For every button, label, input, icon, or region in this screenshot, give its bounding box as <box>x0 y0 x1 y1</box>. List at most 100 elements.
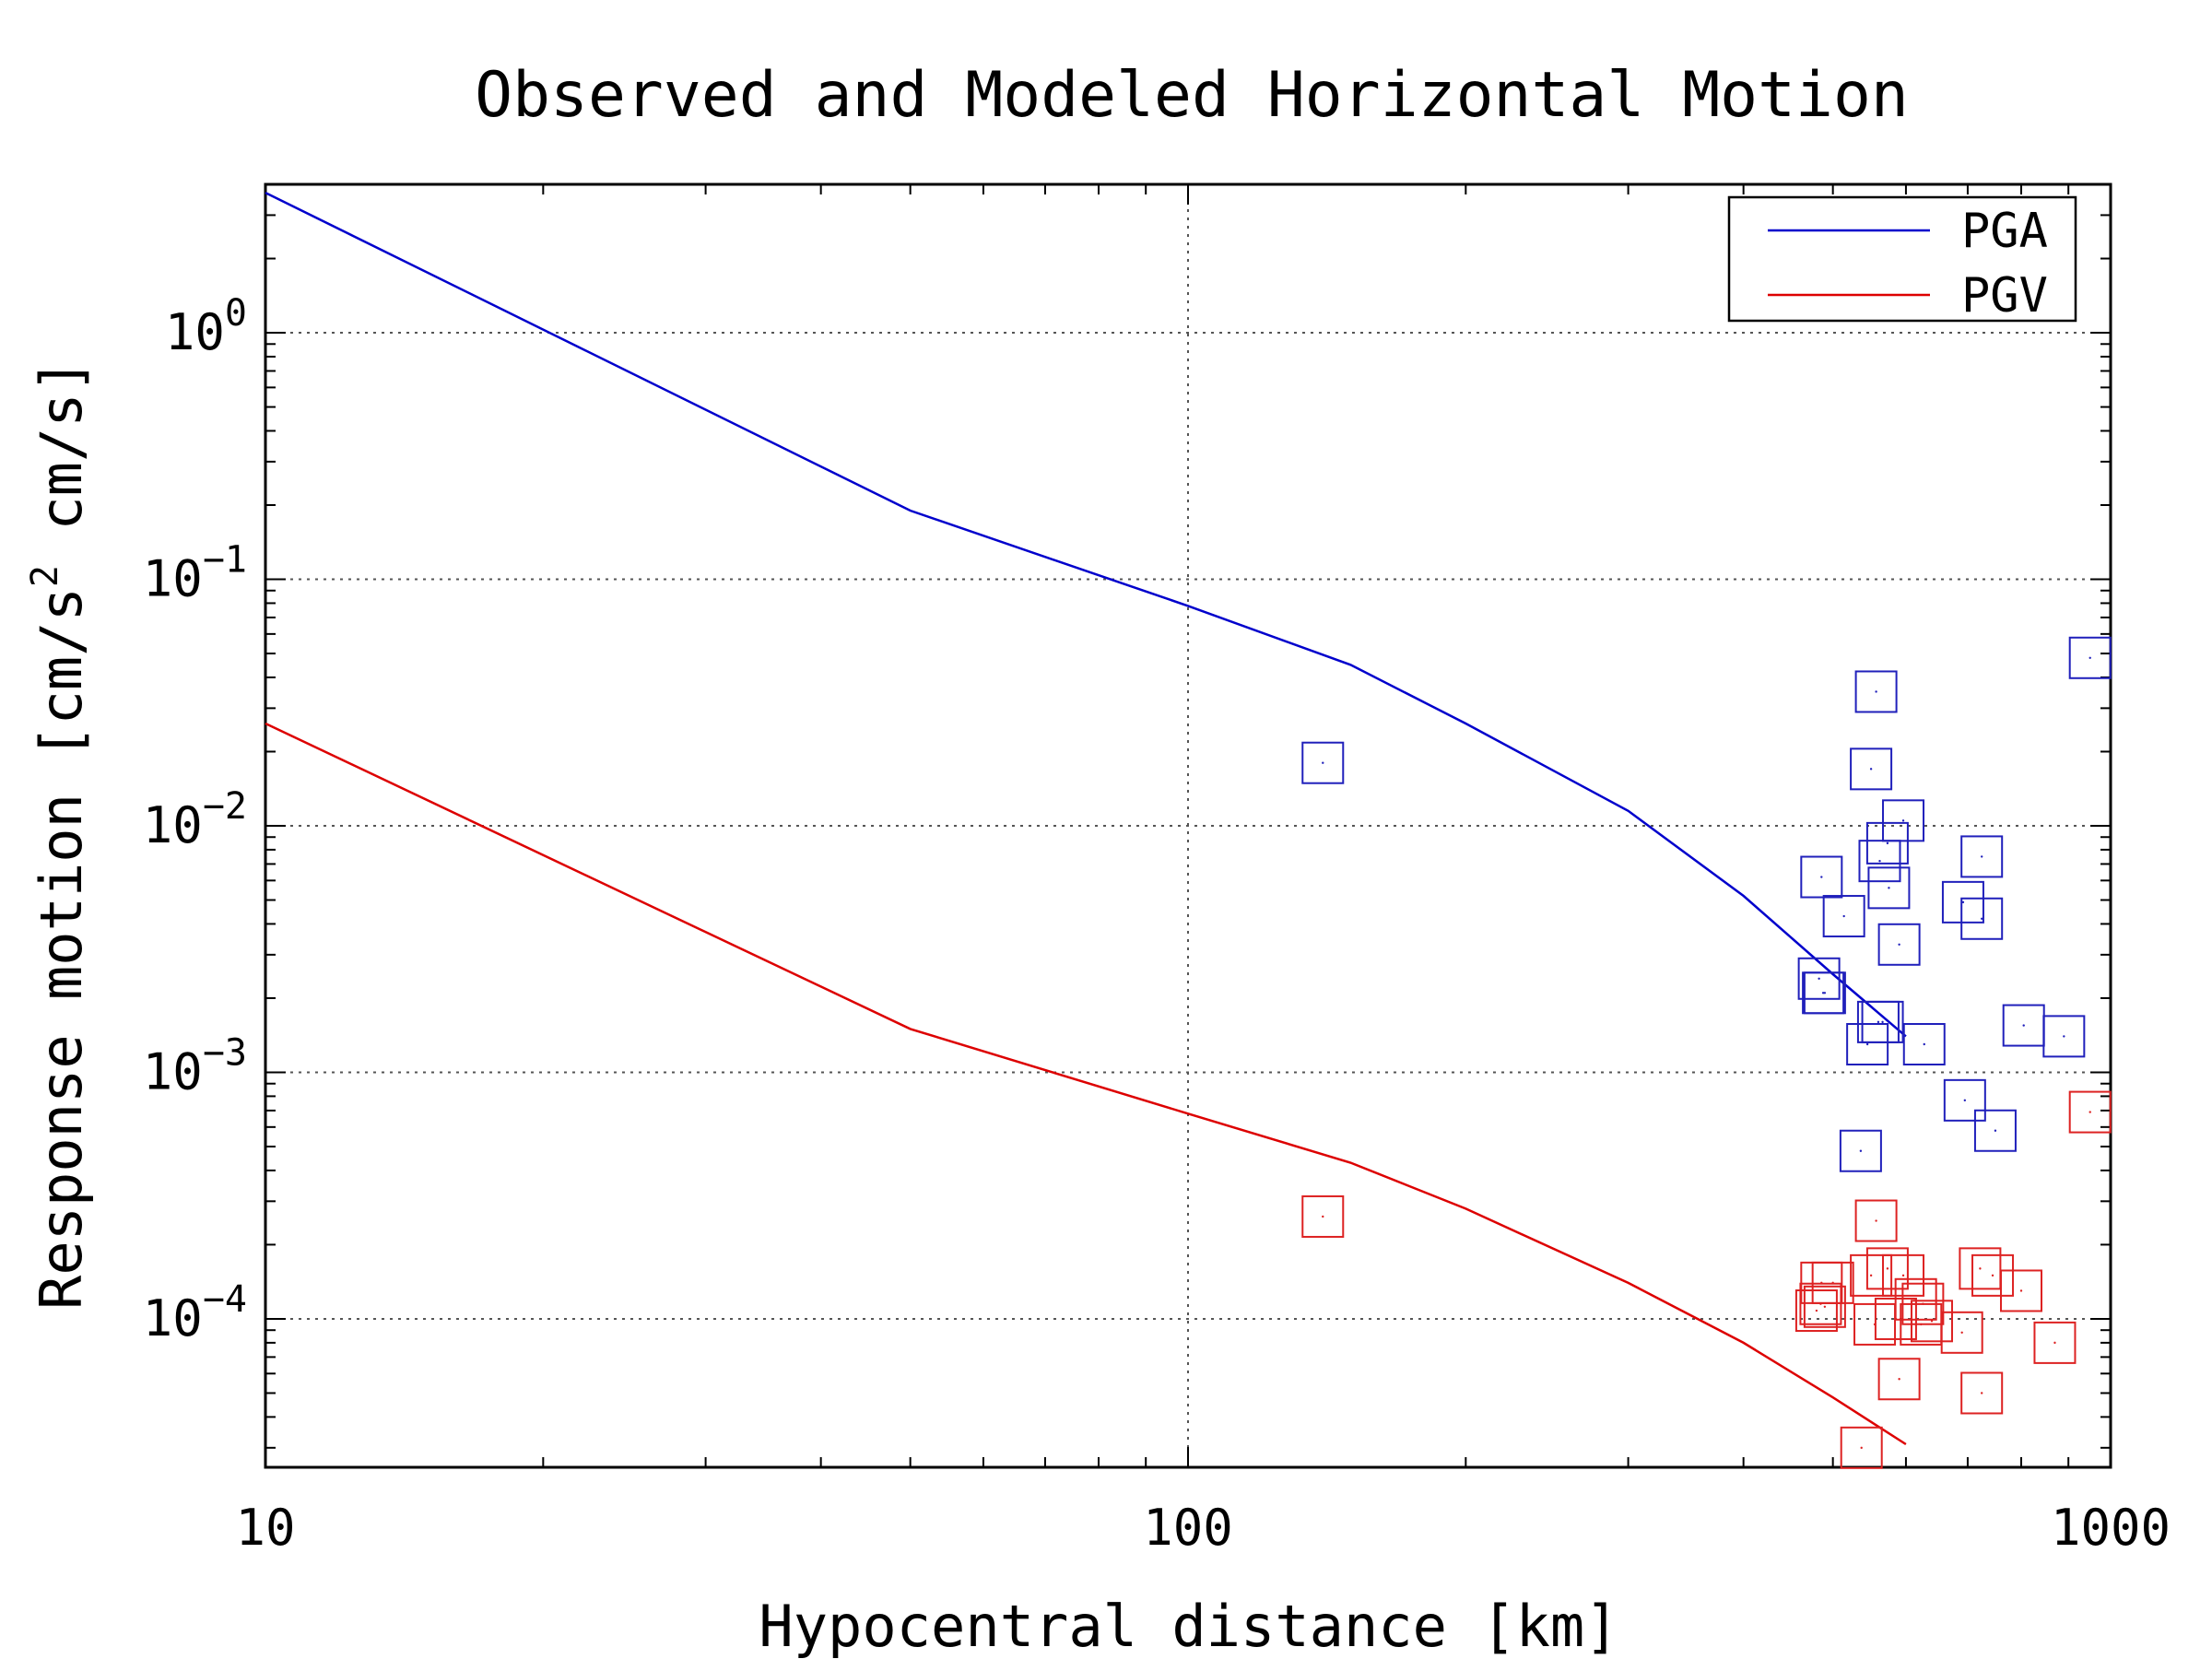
observed-marker-pgv <box>1794 1289 1838 1333</box>
observed-marker-pga <box>1858 840 1901 883</box>
observed-point-pgv <box>1979 1267 1982 1270</box>
observed-marker-pgv <box>1799 1282 1842 1325</box>
observed-point-pga <box>1881 1020 1884 1024</box>
y-tick-label: 10−3 <box>143 1031 247 1100</box>
observed-point-pga <box>1875 690 1877 693</box>
y-tick-labels: 100 10−1 10−2 10−3 10−4 <box>143 292 247 1347</box>
y-tick-label: 10−2 <box>143 785 247 854</box>
observed-point-pga <box>1901 819 1905 822</box>
observed-point-pga <box>1821 992 1825 994</box>
observed-point-pga <box>2063 1035 2065 1038</box>
observed-point-pgv <box>1860 1446 1863 1450</box>
y-tick-label: 100 <box>165 292 247 361</box>
observed-marker-pgv <box>1301 1194 1345 1238</box>
observed-point-pga <box>1865 1042 1869 1046</box>
chart-title: Observed and Modeled Horizontal Motion <box>475 59 1909 132</box>
observed-point-pga <box>1886 841 1889 845</box>
observed-point-pga <box>1823 992 1827 994</box>
observed-point-pga <box>1923 1042 1925 1046</box>
observed-point-pgv <box>2088 1111 2091 1113</box>
observed-point-pga <box>1888 887 1890 889</box>
observed-point-pga <box>1961 900 1965 904</box>
observed-point-pgv <box>1322 1215 1324 1218</box>
observed-point-pga <box>1820 876 1823 878</box>
observed-point-pgv <box>1930 1320 1934 1323</box>
x-axis-label: Hypocentral distance [km] <box>759 1593 1618 1659</box>
observed-marker-pgv <box>1854 1199 1898 1242</box>
observed-point-pga <box>1994 1129 1997 1132</box>
observed-marker-pga <box>1839 1129 1882 1172</box>
y-tick-label: 10−4 <box>143 1278 247 1347</box>
x-tick-label: 100 <box>1143 1499 1233 1557</box>
y-axis-label: Response motion [cm/s2 cm/s] <box>24 359 95 1310</box>
x-tick-label: 1000 <box>2051 1499 2171 1557</box>
observed-point-pga <box>2088 656 2091 659</box>
observed-point-pgv <box>1980 1392 1983 1394</box>
observed-marker-pgv <box>2068 1090 2112 1134</box>
x-tick-labels: 10 100 1000 <box>235 1499 2171 1557</box>
observed-point-pgv <box>1823 1305 1827 1308</box>
observed-marker-pga <box>1803 971 1846 1015</box>
grid <box>265 184 2111 1467</box>
observed-point-pgv <box>1815 1309 1818 1312</box>
observed-point-pga <box>1898 943 1900 946</box>
observed-marker-pga <box>1856 1000 1900 1043</box>
observed-marker-pga <box>2068 636 2112 679</box>
observed-marker-pgv <box>2033 1321 2077 1364</box>
observed-marker-pga <box>1960 897 2004 940</box>
observed-markers <box>1301 636 2112 1469</box>
observed-point-pgv <box>2019 1289 2023 1292</box>
observed-point-pga <box>1842 914 1845 918</box>
observed-marker-pga <box>1943 1078 1986 1122</box>
observed-point-pgv <box>1920 1323 1923 1326</box>
observed-marker-pga <box>1822 895 1865 938</box>
observed-point-pgv <box>1991 1274 1994 1277</box>
observed-point-pga <box>1878 859 1881 863</box>
observed-marker-pga <box>1902 1023 1946 1066</box>
legend-label-pga: PGA <box>1961 204 2048 259</box>
observed-point-pgv <box>1894 1317 1898 1321</box>
y-axis-label-superscript: 2 <box>24 565 66 587</box>
y-axis-label-suffix: cm/s] <box>28 359 95 565</box>
observed-marker-pga <box>1800 855 1843 899</box>
observed-point-pgv <box>2053 1341 2056 1345</box>
observed-marker-pga <box>1941 880 1984 924</box>
observed-marker-pga <box>1797 957 1841 1000</box>
observed-marker-pga <box>1960 835 2004 878</box>
observed-point-pgv <box>1869 1274 1873 1277</box>
observed-marker-pga <box>1850 747 1893 791</box>
observed-marker-pga <box>1854 670 1898 713</box>
observed-marker-pgv <box>1959 1247 2002 1290</box>
legend-box <box>1727 195 2077 323</box>
observed-marker-pgv <box>1940 1311 1983 1354</box>
observed-marker-pgv <box>1971 1253 2015 1297</box>
observed-marker-pgv <box>1910 1300 1953 1343</box>
observed-marker-pga <box>1877 923 1921 966</box>
y-axis-label-prefix: Response motion [cm/s <box>28 587 95 1310</box>
observed-point-pga <box>1869 768 1873 771</box>
observed-point-pga <box>1859 1149 1863 1152</box>
observed-point-pga <box>1963 1099 1967 1102</box>
observed-point-pga <box>1980 917 1983 920</box>
observed-point-pgv <box>1886 1267 1889 1270</box>
observed-marker-pga <box>1867 866 1911 910</box>
legend: PGA PGV <box>1727 195 2077 324</box>
model-curve-pga <box>265 191 1907 1038</box>
observed-point-pga <box>1980 855 1983 858</box>
observed-point-pgv <box>1901 1274 1905 1277</box>
observed-point-pgv <box>1875 1219 1877 1222</box>
model-curves <box>265 191 1907 1446</box>
observed-point-pga <box>2022 1024 2025 1027</box>
observed-point-pgv <box>1960 1331 1963 1335</box>
observed-marker-pga <box>2042 1015 2086 1058</box>
observed-marker-pgv <box>1803 1285 1846 1328</box>
x-tick-label: 10 <box>235 1499 295 1557</box>
observed-marker-pgv <box>1960 1371 2004 1415</box>
observed-marker-pgv <box>1874 1297 1917 1340</box>
observed-marker-pgv <box>1877 1358 1921 1401</box>
observed-point-pga <box>1818 977 1820 980</box>
observed-point-pgv <box>1819 1302 1822 1305</box>
observed-marker-pga <box>1865 821 1909 865</box>
observed-point-pga <box>1322 761 1324 764</box>
